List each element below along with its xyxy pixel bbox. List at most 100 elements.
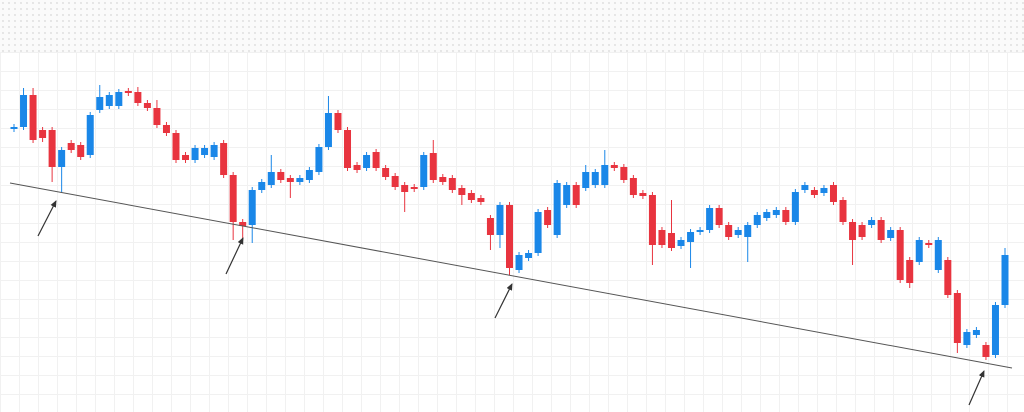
candle-body: [363, 155, 371, 168]
candle-body: [448, 178, 456, 190]
candle-body: [667, 233, 675, 248]
candle-body: [458, 188, 466, 195]
candle-body: [839, 200, 847, 222]
arrow: [225, 237, 244, 275]
candle-body: [515, 255, 523, 270]
candle-body: [105, 95, 113, 106]
candle-body: [791, 192, 799, 222]
candle-body: [687, 232, 695, 242]
candle-body: [496, 205, 504, 235]
candle-body: [820, 188, 828, 193]
candle-body: [258, 182, 266, 190]
candle-body: [10, 127, 18, 129]
candle-body: [744, 225, 752, 237]
candle-body: [277, 172, 285, 180]
candle-body: [96, 97, 104, 110]
candle-body: [620, 167, 628, 180]
candle-body: [868, 220, 876, 225]
candle-body: [124, 91, 132, 93]
candle-body: [572, 185, 580, 205]
candle-body: [467, 193, 475, 200]
candle-body: [506, 205, 513, 268]
candle-body: [315, 147, 323, 172]
candle-body: [677, 240, 685, 246]
candle-body: [982, 345, 990, 357]
candle-body: [849, 222, 857, 240]
candle-body: [801, 185, 809, 190]
candle-body: [324, 113, 332, 147]
candle-body: [734, 230, 742, 235]
candle-body: [382, 168, 390, 177]
candle-body: [429, 153, 437, 180]
candle-body: [553, 183, 561, 235]
candle-body: [658, 230, 666, 245]
candle-body: [906, 260, 914, 283]
candle-body: [696, 230, 704, 232]
candle-body: [391, 176, 399, 187]
candle-body: [29, 95, 37, 140]
candle-body: [353, 165, 361, 170]
candle-body: [20, 95, 28, 127]
candle-body: [39, 130, 47, 138]
candle-body: [239, 222, 247, 226]
candle-body: [582, 172, 590, 188]
candle-body: [953, 293, 961, 343]
arrow: [968, 370, 985, 406]
candle-body: [934, 240, 942, 270]
candle-body: [305, 170, 313, 180]
candle-body: [763, 212, 771, 218]
candle-body: [296, 178, 304, 182]
candle-body: [143, 103, 151, 108]
candles: [10, 85, 1009, 360]
candle-body: [48, 130, 56, 167]
arrow: [37, 200, 57, 237]
candle-body: [858, 225, 866, 237]
candle-body: [772, 210, 780, 215]
trend-line: [9, 182, 1013, 369]
candle-body: [286, 178, 294, 182]
candle-body: [915, 240, 923, 262]
candle-body: [182, 155, 190, 160]
candle-body: [134, 92, 142, 103]
candle-body: [639, 193, 647, 196]
candle-body: [77, 145, 85, 157]
candle-body: [372, 152, 380, 168]
candle-body: [1001, 255, 1009, 305]
candle-body: [782, 210, 790, 222]
candle-body: [439, 177, 447, 182]
candle-body: [201, 148, 209, 155]
candle-body: [420, 155, 428, 187]
candle-body: [648, 195, 656, 245]
candle-body: [896, 230, 904, 280]
candle-body: [810, 190, 818, 195]
candle-body: [534, 212, 542, 253]
candle-body: [963, 332, 971, 345]
candle-body: [829, 185, 837, 202]
candle-body: [753, 215, 761, 225]
arrow: [494, 283, 513, 319]
candle-body: [715, 208, 723, 225]
header-pattern: [0, 0, 1024, 52]
candle-body: [191, 148, 199, 160]
candle-body: [706, 208, 714, 230]
candle-body: [248, 190, 256, 225]
candle-body: [877, 220, 885, 240]
candle-body: [162, 125, 170, 133]
candle-body: [115, 92, 123, 106]
candle-body: [410, 187, 418, 189]
candle-body: [210, 145, 218, 157]
candle-body: [58, 150, 66, 167]
candle-body: [601, 165, 609, 185]
candle-body: [725, 225, 733, 237]
candle-body: [220, 143, 228, 175]
candle-body: [229, 175, 237, 222]
candle-body: [334, 113, 342, 130]
candle-body: [172, 133, 180, 160]
candle-body: [486, 218, 494, 235]
candle-body: [401, 185, 409, 192]
candle-body: [525, 253, 533, 258]
candle-body: [86, 115, 94, 155]
candle-body: [67, 143, 75, 150]
candle-body: [267, 172, 275, 185]
